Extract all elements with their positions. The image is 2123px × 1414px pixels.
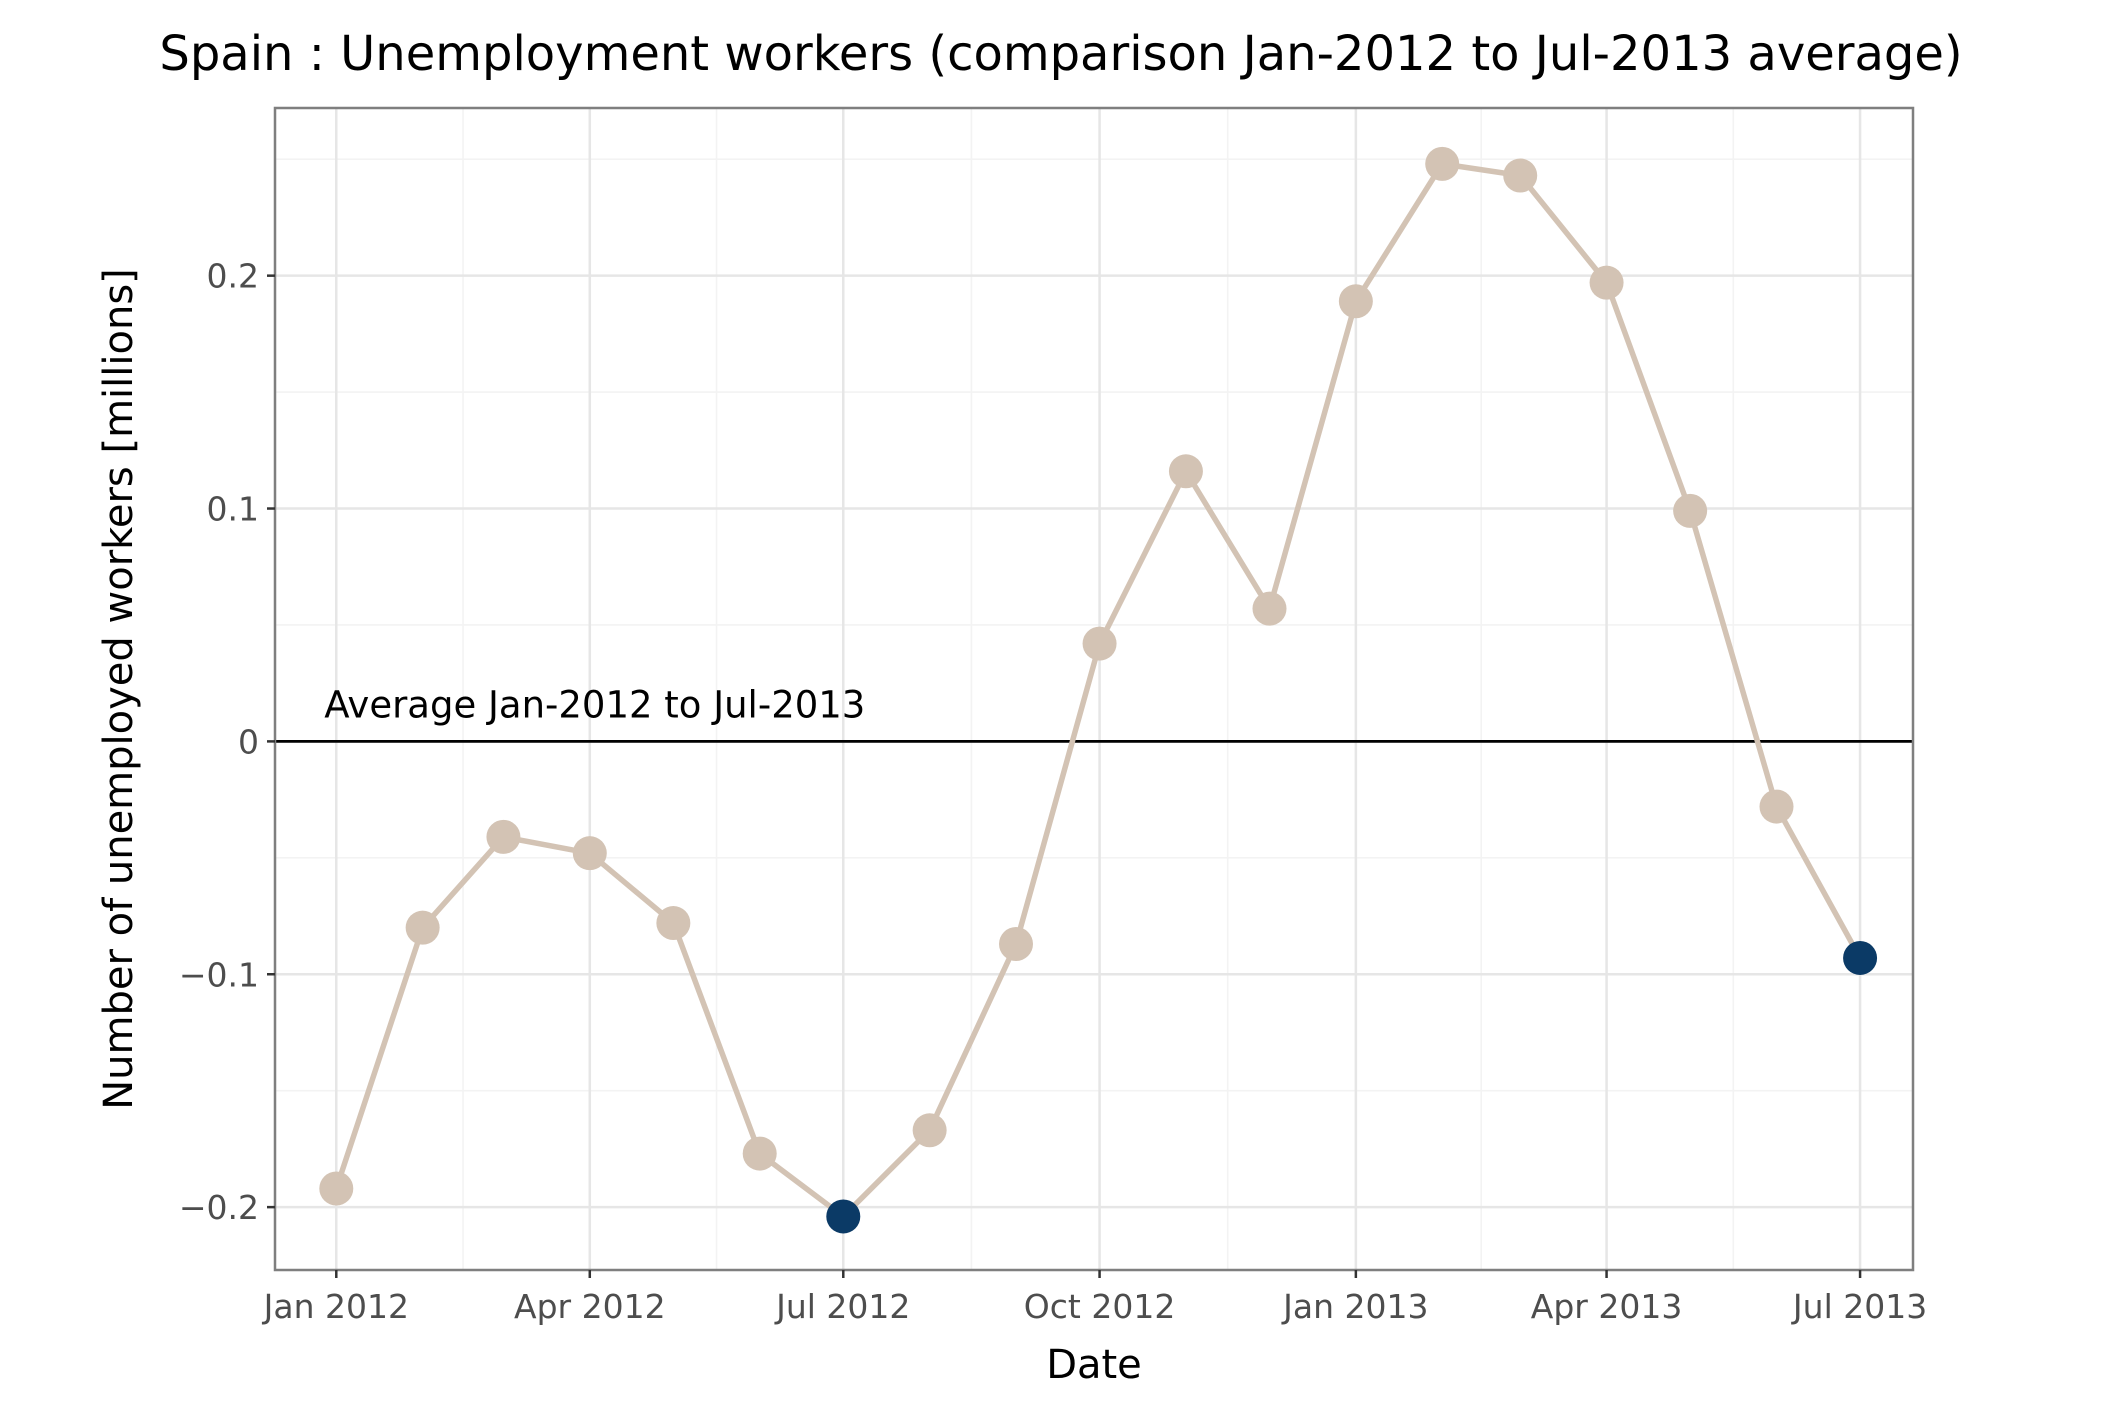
x-tick-label: Oct 2012 xyxy=(1024,1287,1176,1326)
x-axis-title: Date xyxy=(1046,1342,1142,1388)
data-points xyxy=(319,146,1878,1234)
plot-panel-border xyxy=(273,106,1915,1272)
x-tick-label: Jan 2012 xyxy=(262,1287,409,1326)
x-tick-label: Apr 2012 xyxy=(514,1287,666,1326)
chart-title: Spain : Unemployment workers (comparison… xyxy=(159,26,1962,82)
data-point xyxy=(912,1113,947,1148)
y-axis-ticks: −0.2 −0.1 0 0.1 0.2 xyxy=(179,257,275,1227)
data-point xyxy=(405,910,440,945)
data-point xyxy=(1082,626,1117,661)
data-point xyxy=(742,1136,777,1171)
plot-panel-background xyxy=(275,108,1913,1270)
y-tick-label: 0 xyxy=(238,722,259,761)
y-axis-title: Number of unemployed workers [millions] xyxy=(96,268,142,1110)
minor-gridlines xyxy=(275,108,1913,1270)
y-tick-label: 0.1 xyxy=(207,490,259,529)
data-point xyxy=(572,836,607,871)
x-tick-label: Jul 2012 xyxy=(774,1287,910,1326)
data-point xyxy=(319,1171,354,1206)
data-point xyxy=(1168,454,1203,489)
x-axis-ticks: Jan 2012 Apr 2012 Jul 2012 Oct 2012 Jan 2013… xyxy=(262,1270,1927,1326)
data-point xyxy=(656,906,691,941)
data-point xyxy=(1425,146,1460,181)
data-point xyxy=(486,819,521,854)
data-point-highlighted xyxy=(826,1199,861,1234)
data-point xyxy=(1673,493,1708,528)
x-tick-label: Apr 2013 xyxy=(1531,1287,1683,1326)
y-tick-label: −0.1 xyxy=(179,955,259,994)
x-tick-label: Jul 2013 xyxy=(1791,1287,1927,1326)
x-tick-label: Jan 2013 xyxy=(1281,1287,1428,1326)
average-annotation: Average Jan-2012 to Jul-2013 xyxy=(324,683,865,726)
data-point xyxy=(1503,158,1538,193)
data-point-highlighted xyxy=(1843,940,1878,975)
data-point xyxy=(999,926,1033,961)
data-point xyxy=(1338,284,1373,319)
y-tick-label: 0.2 xyxy=(207,257,259,296)
data-point xyxy=(1759,789,1794,824)
data-point xyxy=(1252,591,1287,626)
y-tick-label: −0.2 xyxy=(179,1188,259,1227)
data-point xyxy=(1589,265,1624,300)
